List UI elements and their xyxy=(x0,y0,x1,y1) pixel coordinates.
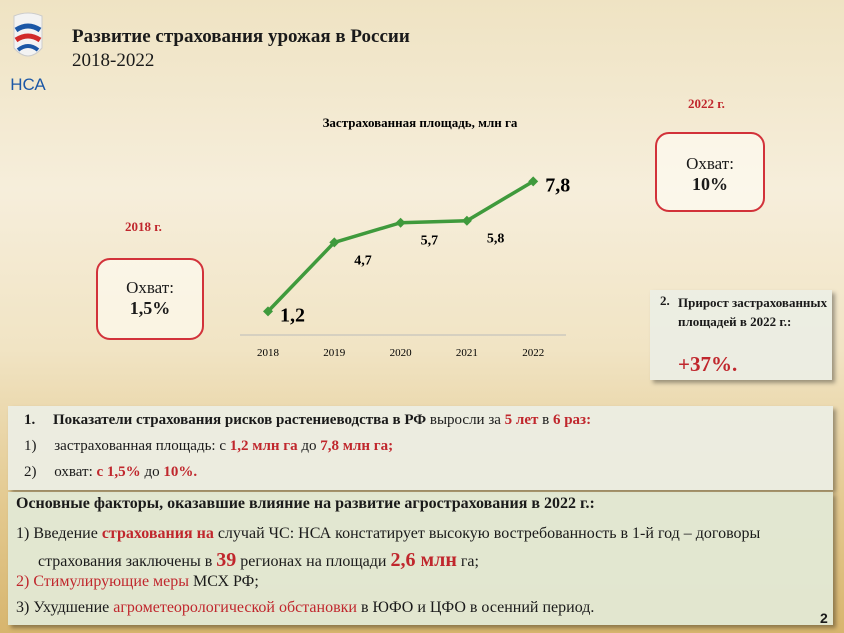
growth-number: 2. xyxy=(660,293,670,308)
data-label: 5,7 xyxy=(421,234,439,249)
highlight: страхования на xyxy=(101,525,214,542)
text: выросли за xyxy=(426,412,505,428)
data-point xyxy=(329,237,340,248)
data-label: 7,8 xyxy=(545,174,570,196)
callout-value: 10% xyxy=(692,174,728,194)
text: регионах на площади xyxy=(236,553,391,570)
chart-title: Застрахованная площадь, млн га xyxy=(323,115,518,130)
text: МСХ РФ; xyxy=(189,573,259,590)
highlight: 39 xyxy=(216,549,237,571)
highlight: 7,8 млн га; xyxy=(320,438,394,454)
callout-label: Охват: xyxy=(686,154,734,173)
list-number: 1) xyxy=(24,438,37,454)
text: Показатели страхования рисков растениево… xyxy=(53,412,427,428)
factor-item: 3) Ухудшение агрометеорологической обста… xyxy=(16,599,594,617)
factors-heading: Основные факторы, оказавшие влияние на р… xyxy=(16,495,595,512)
highlight: 2,6 млн xyxy=(390,549,457,571)
highlight: агрометеорологической обстановки xyxy=(113,599,357,616)
data-point xyxy=(528,176,539,187)
data-point xyxy=(461,215,472,226)
factor-item: 2) Стимулирующие меры МСХ РФ; xyxy=(16,573,259,591)
growth-text: Прирост застрахованных площадей в 2022 г… xyxy=(678,295,828,329)
text: 3) Ухудшение xyxy=(16,599,114,616)
text: га; xyxy=(456,553,479,570)
callout-year: 2022 г. xyxy=(688,96,725,111)
callout-value: 1,5% xyxy=(129,298,171,318)
summary-heading: 1. Показатели страхования рисков растени… xyxy=(24,412,591,429)
text: 1) Введение xyxy=(16,525,102,542)
text: до xyxy=(140,464,164,480)
highlight: 5 лет xyxy=(504,412,539,428)
data-label: 4,7 xyxy=(354,253,372,268)
highlight: 6 раз: xyxy=(552,412,592,428)
highlight: 1,2 млн га xyxy=(229,438,298,454)
slide-subtitle: 2018-2022 xyxy=(72,50,155,71)
slide-title: Развитие страхования урожая в России xyxy=(72,26,410,47)
x-tick-label: 2019 xyxy=(323,347,346,359)
growth-box: 2. Прирост застрахованных площадей в 202… xyxy=(650,290,832,380)
text: в ЮФО и ЦФО в осенний период. xyxy=(356,599,595,616)
data-label: 1,2 xyxy=(280,304,305,326)
x-tick-label: 2022 xyxy=(522,347,544,359)
data-point xyxy=(395,217,406,228)
data-point xyxy=(263,306,273,317)
callout-box: Охват: 10% xyxy=(655,132,765,212)
callout-label: Охват: xyxy=(126,278,174,297)
summary-box: 1. Показатели страхования рисков растени… xyxy=(8,406,833,490)
page-number: 2 xyxy=(820,610,828,626)
list-number: 2) xyxy=(24,464,37,480)
x-tick-label: 2020 xyxy=(390,347,413,359)
growth-value: +37%. xyxy=(678,352,738,376)
factor-item: 1) Введение страхования на случай ЧС: НС… xyxy=(16,521,824,575)
summary-item: 1) застрахованная площадь: с 1,2 млн га … xyxy=(24,438,393,455)
highlight: с 1,5% xyxy=(96,464,141,480)
factors-box: Основные факторы, оказавшие влияние на р… xyxy=(8,492,833,625)
callout-box: Охват: 1,5% xyxy=(96,258,204,340)
highlight: 2) Стимулирующие меры xyxy=(16,573,190,590)
summary-item: 2) охват: с 1,5% до 10%. xyxy=(24,464,197,481)
chart: Застрахованная площадь, млн га 2018 1,2 20… xyxy=(240,115,570,359)
callout-year: 2018 г. xyxy=(125,219,162,234)
logo-text: НСА xyxy=(10,75,46,94)
data-label: 5,8 xyxy=(487,232,505,247)
highlight: 10%. xyxy=(163,464,198,480)
text: застрахованная площадь: с xyxy=(54,438,230,454)
x-tick-label: 2018 xyxy=(257,347,280,359)
text: до xyxy=(297,438,321,454)
logo: НСА xyxy=(10,12,46,94)
text: в xyxy=(538,412,553,428)
text: охват: xyxy=(54,464,97,480)
list-number: 1. xyxy=(24,412,36,428)
text: случай ЧС: НСА констатирует высокую вост… xyxy=(38,525,761,570)
x-tick-label: 2021 xyxy=(456,347,478,359)
